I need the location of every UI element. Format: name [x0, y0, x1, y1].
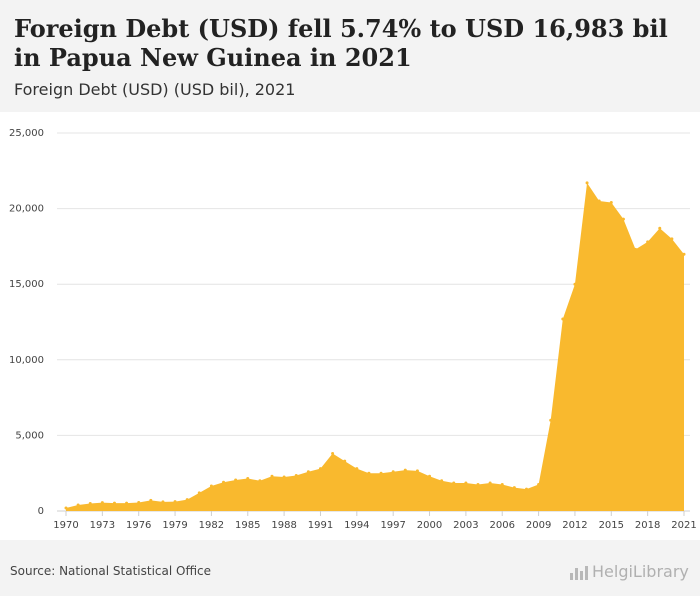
x-tick-label: 1970	[53, 520, 78, 531]
data-point	[112, 501, 116, 505]
x-tick-label: 2006	[490, 520, 515, 531]
data-point	[428, 474, 432, 478]
chart-header: Foreign Debt (USD) fell 5.74% to USD 16,…	[0, 0, 700, 112]
data-point	[209, 484, 213, 488]
x-tick-label: 2012	[562, 520, 587, 531]
data-point	[621, 217, 625, 221]
data-point	[343, 459, 347, 463]
x-tick-label: 2015	[599, 520, 624, 531]
data-point	[331, 452, 335, 456]
data-point	[355, 467, 359, 471]
y-tick-label: 0	[38, 506, 44, 517]
data-point	[88, 501, 92, 505]
x-tick-label: 2021	[671, 520, 696, 531]
data-point	[646, 240, 650, 244]
data-point	[161, 500, 165, 504]
x-tick-label: 1994	[344, 520, 369, 531]
data-point	[549, 418, 553, 422]
x-axis-ticks: 1970 1973 1976 1979 1982 1985 1988 1991 1994 1997…	[53, 511, 697, 531]
y-tick-label: 10,000	[9, 355, 44, 366]
x-tick-label: 1991	[308, 520, 333, 531]
data-point	[173, 500, 177, 504]
x-tick-label: 2009	[526, 520, 551, 531]
data-point	[306, 470, 310, 474]
chart-subtitle: Foreign Debt (USD) (USD bil), 2021	[14, 80, 296, 99]
data-point	[379, 471, 383, 475]
data-point	[500, 483, 504, 487]
data-point	[524, 487, 528, 491]
data-point	[149, 498, 153, 502]
data-point	[282, 475, 286, 479]
data-point	[658, 226, 662, 230]
logo-text: HelgiLibrary	[592, 562, 689, 581]
logo-bars-icon	[570, 564, 588, 580]
data-point	[464, 481, 468, 485]
data-point	[403, 468, 407, 472]
data-point	[367, 471, 371, 475]
data-point	[391, 470, 395, 474]
data-point	[476, 483, 480, 487]
x-tick-label: 2018	[635, 520, 660, 531]
data-point	[670, 237, 674, 241]
data-point	[222, 480, 226, 484]
data-point	[634, 247, 638, 251]
data-point	[561, 317, 565, 321]
x-tick-label: 1976	[126, 520, 151, 531]
y-tick-label: 25,000	[9, 128, 44, 139]
data-point	[573, 282, 577, 286]
data-point	[585, 181, 589, 185]
data-point	[537, 483, 541, 487]
data-point	[609, 201, 613, 205]
source-note: Source: National Statistical Office	[10, 564, 212, 578]
y-tick-label: 5,000	[15, 430, 44, 441]
y-tick-label: 20,000	[9, 204, 44, 215]
data-point	[452, 481, 456, 485]
data-point	[415, 469, 419, 473]
data-point	[197, 491, 201, 495]
x-tick-label: 1985	[235, 520, 260, 531]
data-point	[488, 481, 492, 485]
data-point	[440, 479, 444, 483]
data-point	[125, 501, 129, 505]
data-point	[137, 501, 141, 505]
data-point	[234, 478, 238, 482]
helgi-library-logo: HelgiLibrary	[570, 562, 689, 581]
data-point	[76, 503, 80, 507]
data-point	[64, 506, 68, 510]
y-axis-ticks: 0 5,000 10,000 15,000 20,000 25,000	[9, 128, 44, 517]
data-point	[294, 473, 298, 477]
data-point	[318, 467, 322, 471]
x-tick-label: 1982	[199, 520, 224, 531]
x-tick-label: 2003	[453, 520, 478, 531]
data-point	[597, 199, 601, 203]
x-tick-label: 1988	[271, 520, 296, 531]
data-area	[64, 181, 686, 511]
y-tick-label: 15,000	[9, 279, 44, 290]
series-area	[66, 182, 684, 511]
data-point	[100, 501, 104, 505]
data-point	[258, 479, 262, 483]
data-point	[270, 474, 274, 478]
data-point	[185, 498, 189, 502]
x-tick-label: 1997	[380, 520, 405, 531]
data-point	[682, 252, 686, 256]
x-tick-label: 1973	[90, 520, 115, 531]
x-tick-label: 1979	[162, 520, 187, 531]
data-point	[512, 486, 516, 490]
data-point	[246, 476, 250, 480]
x-tick-label: 2000	[417, 520, 442, 531]
chart-title: Foreign Debt (USD) fell 5.74% to USD 16,…	[14, 14, 668, 72]
